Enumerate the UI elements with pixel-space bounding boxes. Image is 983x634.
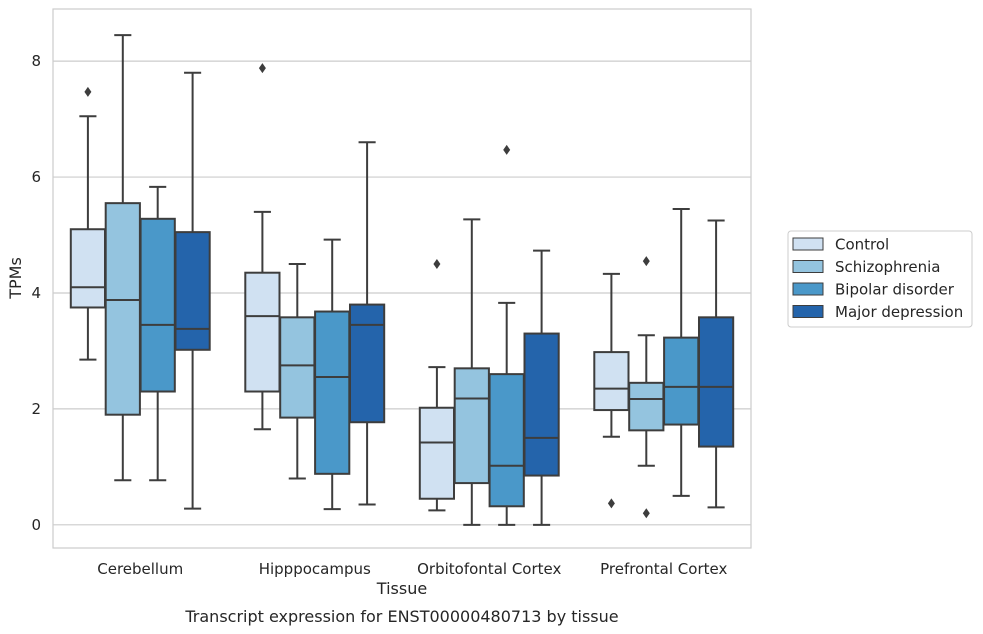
y-axis-ticks: 0 2 4 6 8 <box>31 52 41 534</box>
box-iqr <box>139 217 176 393</box>
outlier-point <box>258 63 266 74</box>
box-iqr <box>488 373 525 508</box>
legend-item: Schizophrenia <box>792 258 940 276</box>
box-iqr <box>174 231 211 351</box>
legend-swatch <box>792 282 824 296</box>
box-iqr <box>628 381 665 432</box>
box <box>418 259 456 512</box>
y-tick-label: 6 <box>31 168 41 186</box>
box-iqr <box>418 406 456 500</box>
y-tick-label: 0 <box>31 516 41 534</box>
legend-label: Control <box>835 236 889 254</box>
legend-item: Bipolar disorder <box>792 281 955 299</box>
box <box>453 218 490 526</box>
box-iqr <box>314 310 351 475</box>
box <box>697 219 735 509</box>
outlier-point <box>84 86 92 97</box>
box <box>663 207 700 497</box>
box-iqr <box>697 316 735 448</box>
box <box>314 238 351 511</box>
x-tick-label: Hipppocampus <box>259 560 371 578</box>
box-iqr <box>104 202 141 416</box>
x-axis-label: Tissue <box>376 579 427 598</box>
box <box>174 71 211 510</box>
box-iqr <box>663 336 700 426</box>
legend-item: Control <box>792 236 889 254</box>
legend-label: Bipolar disorder <box>835 281 955 299</box>
box <box>348 141 386 506</box>
box <box>244 63 281 431</box>
box <box>139 185 176 482</box>
x-tick-label: Prefrontal Cortex <box>600 560 727 578</box>
box-iqr <box>453 367 490 485</box>
series-boxes <box>139 144 700 526</box>
box <box>523 249 560 526</box>
chart-caption: Transcript expression for ENST0000048071… <box>184 607 618 626</box>
x-tick-label: Orbitofontal Cortex <box>417 560 561 578</box>
plot-frame <box>52 8 752 549</box>
box-plot-series <box>69 34 735 526</box>
box <box>69 86 107 361</box>
y-axis-label: TPMs <box>6 257 25 300</box>
box <box>593 272 630 509</box>
box-iqr <box>279 316 316 419</box>
legend-frame <box>787 230 973 328</box>
series-boxes <box>69 63 630 512</box>
box-iqr <box>348 303 386 424</box>
outlier-point <box>433 259 441 270</box>
legend-swatch <box>792 237 824 251</box>
legend-item: Major depression <box>792 303 963 321</box>
legend-label: Schizophrenia <box>835 258 940 276</box>
y-tick-label: 2 <box>31 400 41 418</box>
outlier-point <box>642 508 650 519</box>
series-boxes <box>174 71 735 526</box>
outlier-point <box>503 144 511 155</box>
box <box>104 34 141 482</box>
box-iqr <box>69 228 107 309</box>
legend-swatch <box>792 260 824 273</box>
box-iqr <box>244 271 281 393</box>
y-tick-label: 4 <box>31 284 41 302</box>
legend-label: Major depression <box>835 303 963 321</box>
x-axis-ticks: Cerebellum Hipppocampus Orbitofontal Corte… <box>97 560 727 578</box>
box-iqr <box>593 351 630 412</box>
x-tick-label: Cerebellum <box>97 560 183 578</box>
series-boxes <box>104 34 665 526</box>
outlier-point <box>607 498 615 509</box>
y-tick-label: 8 <box>31 52 41 70</box>
legend: Control Schizophrenia Bipolar disorder Majo… <box>787 230 973 328</box>
legend-swatch <box>792 305 824 318</box>
outlier-point <box>642 256 650 267</box>
box <box>628 256 665 519</box>
box <box>488 144 525 526</box>
box-iqr <box>523 332 560 477</box>
